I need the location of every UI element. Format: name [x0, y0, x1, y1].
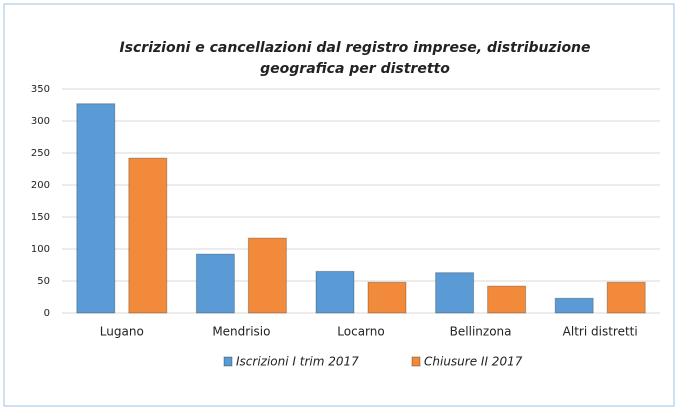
- y-tick-label: 250: [31, 148, 50, 159]
- x-tick-label: Lugano: [100, 325, 144, 339]
- bar: [435, 272, 475, 314]
- bar: [195, 253, 235, 314]
- x-tick-label: Altri distretti: [563, 325, 638, 339]
- bar: [247, 237, 287, 314]
- legend-swatch: [223, 356, 233, 367]
- bar: [367, 281, 407, 314]
- x-tick-label: Bellinzona: [450, 325, 512, 339]
- chart-title: geografica per distretto: [260, 61, 450, 77]
- legend-label: Chiusure II 2017: [424, 355, 523, 369]
- bar: [487, 285, 527, 314]
- chart-title: Iscrizioni e cancellazioni dal registro …: [119, 40, 590, 56]
- y-tick-label: 50: [37, 276, 50, 287]
- bar: [554, 297, 594, 314]
- y-tick-label: 100: [31, 244, 50, 255]
- bar: [128, 157, 168, 314]
- y-tick-label: 350: [31, 84, 50, 95]
- chart-frame: [3, 3, 675, 407]
- y-tick-label: 200: [31, 180, 50, 191]
- x-tick-label: Locarno: [337, 325, 384, 339]
- bar: [76, 103, 116, 314]
- bar: [315, 270, 355, 314]
- legend-swatch: [411, 356, 421, 367]
- x-tick-label: Mendrisio: [212, 325, 270, 339]
- legend-label: Iscrizioni I trim 2017: [236, 355, 359, 369]
- y-tick-label: 300: [31, 116, 50, 127]
- y-tick-label: 0: [44, 308, 50, 319]
- bar: [606, 281, 646, 314]
- y-tick-label: 150: [31, 212, 50, 223]
